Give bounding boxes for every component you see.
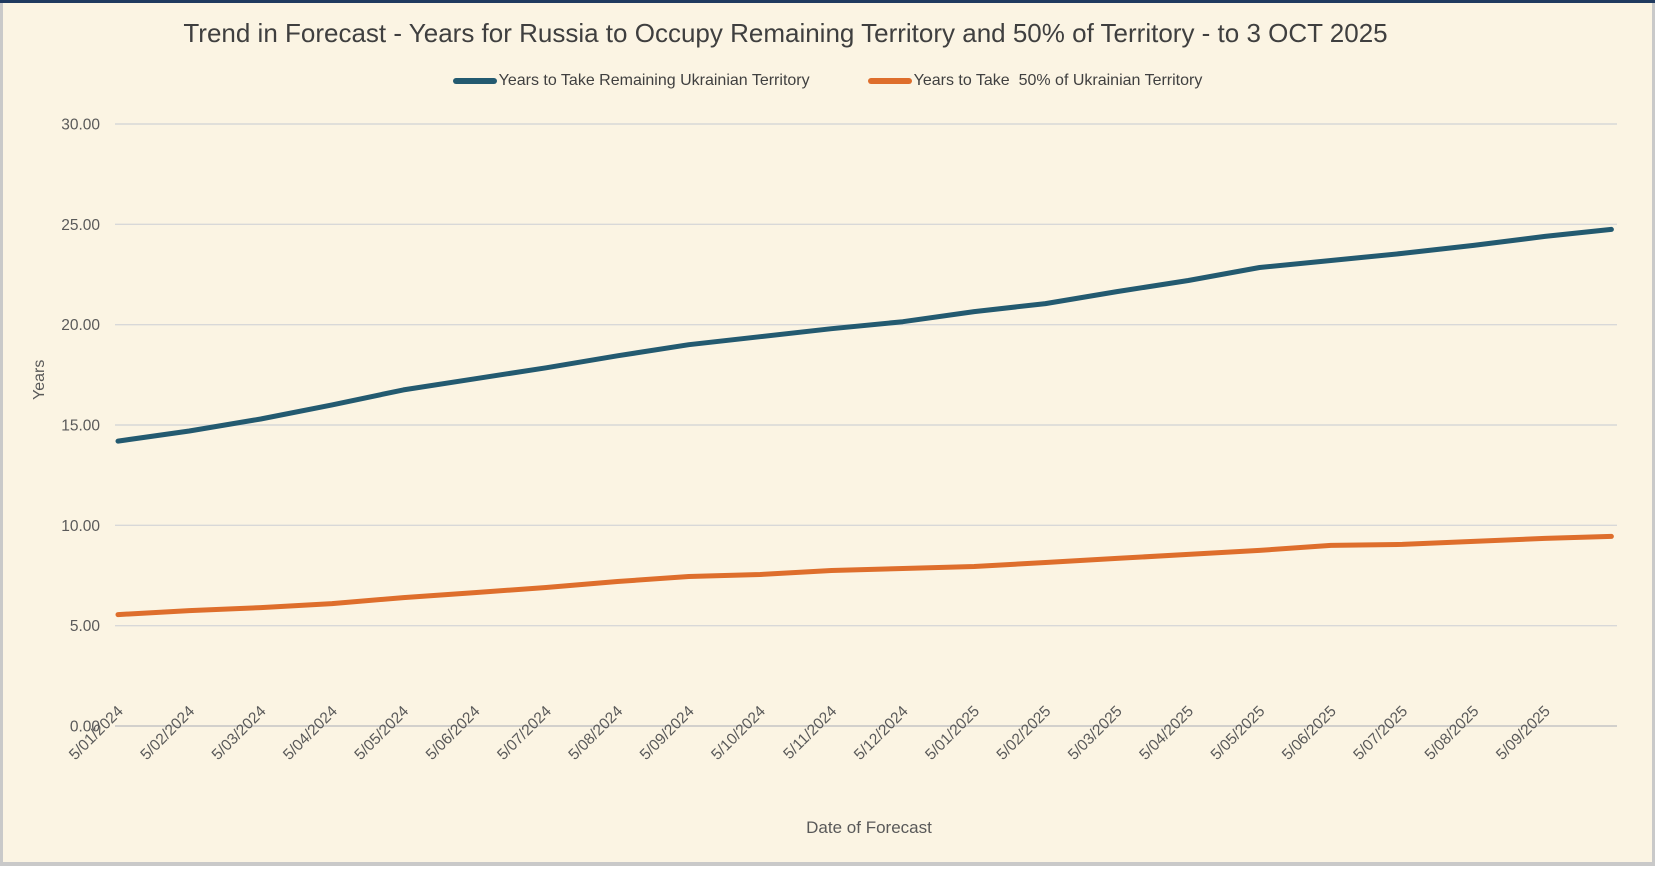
y-tick-label: 20.00: [61, 317, 100, 334]
x-tick-label: 5/05/2024: [351, 703, 412, 764]
window-top-edge: [0, 0, 1655, 3]
x-tick-label: 5/02/2025: [994, 703, 1055, 764]
x-tick-label: 5/09/2025: [1493, 703, 1554, 764]
y-tick-label: 10.00: [61, 518, 100, 535]
x-tick-label: 5/04/2024: [280, 703, 341, 764]
x-tick-label: 5/01/2025: [922, 703, 983, 764]
chart-legend: Years to Take Remaining Ukrainian Territ…: [3, 72, 1652, 90]
x-tick-label: 5/12/2024: [851, 703, 912, 764]
x-tick-label: 5/04/2025: [1136, 703, 1197, 764]
x-tick-label: 5/06/2024: [423, 703, 484, 764]
y-tick-label: 25.00: [61, 217, 100, 234]
y-tick-label: 30.00: [61, 117, 100, 134]
legend-line-swatch-remaining: [452, 78, 497, 84]
chart-title: Trend in Forecast - Years for Russia to …: [183, 18, 1388, 48]
y-tick-label: 5.00: [70, 618, 101, 635]
legend-item-50pct-territory: Years to Take 50% of Ukrainian Territory: [867, 72, 1203, 90]
legend-line-swatch-50pct: [867, 78, 912, 84]
x-tick-label: 5/09/2024: [637, 703, 698, 764]
x-tick-label: 5/06/2025: [1279, 703, 1340, 764]
series-line-remaining-territory: [115, 226, 1614, 444]
x-tick-label: 5/10/2024: [708, 703, 769, 764]
y-axis-title: Years: [31, 359, 48, 400]
x-tick-label: 5/07/2024: [494, 703, 555, 764]
legend-item-remaining-territory: Years to Take Remaining Ukrainian Territ…: [452, 72, 810, 90]
legend-label-remaining: Years to Take Remaining Ukrainian Territ…: [498, 72, 810, 89]
x-tick-label: 5/11/2024: [780, 703, 840, 763]
x-tick-label: 5/03/2025: [1065, 703, 1126, 764]
x-axis-title: Date of Forecast: [806, 818, 932, 837]
x-tick-label: 5/07/2025: [1350, 703, 1411, 764]
x-tick-label: 5/05/2025: [1208, 703, 1269, 764]
y-tick-label: 15.00: [61, 418, 100, 435]
x-tick-label: 5/08/2024: [565, 703, 626, 764]
x-tick-label: 5/03/2024: [209, 703, 270, 764]
legend-label-50pct: Years to Take 50% of Ukrainian Territory: [913, 72, 1203, 89]
y-tick-label: 0.00: [70, 719, 101, 736]
x-tick-label: 5/08/2025: [1422, 703, 1483, 764]
series-line-50pct-territory: [115, 533, 1614, 618]
x-tick-label: 5/02/2024: [137, 703, 198, 764]
